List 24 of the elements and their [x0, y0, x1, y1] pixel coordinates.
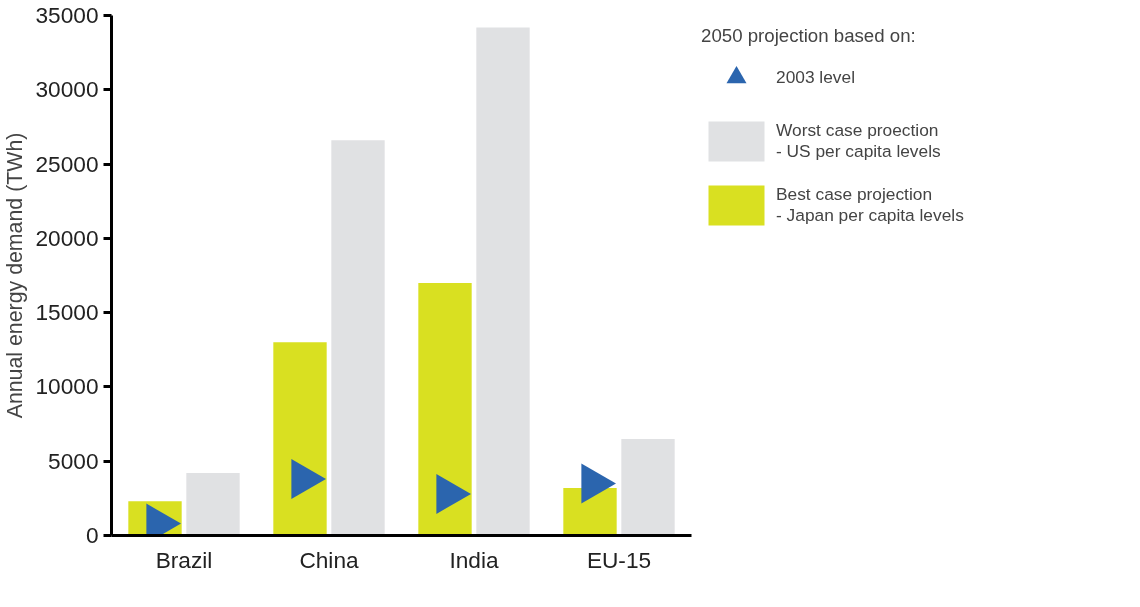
legend-title: 2050 projection based on:	[701, 25, 917, 47]
y-tick-label: 10000	[35, 373, 99, 400]
legend-label: 2003 level	[776, 66, 856, 88]
y-tick-label: 25000	[35, 150, 99, 177]
bar	[476, 27, 530, 536]
x-tick-label: India	[449, 546, 499, 573]
x-tick-label: Brazil	[155, 546, 213, 573]
y-axis-title: Annual energy demand (TWh)	[3, 132, 28, 419]
y-tick-label: 30000	[35, 76, 99, 103]
bar	[186, 473, 240, 536]
y-tick-label: 15000	[35, 299, 99, 326]
y-tick-label: 0	[85, 522, 99, 548]
bar	[418, 282, 472, 536]
x-tick-label: EU-15	[586, 546, 652, 573]
y-tick-label: 5000	[48, 447, 99, 474]
x-tick-label: China	[299, 546, 359, 573]
y-tick-label: 20000	[35, 224, 99, 251]
legend-label: Worst case proection - US per capita levels	[776, 120, 941, 162]
bar	[563, 487, 617, 536]
bar	[273, 342, 327, 536]
bar	[331, 140, 385, 536]
legend-label: Best case projection - Japan per capita levels	[776, 184, 964, 226]
bar	[621, 438, 675, 536]
y-tick-label: 35000	[35, 2, 99, 28]
